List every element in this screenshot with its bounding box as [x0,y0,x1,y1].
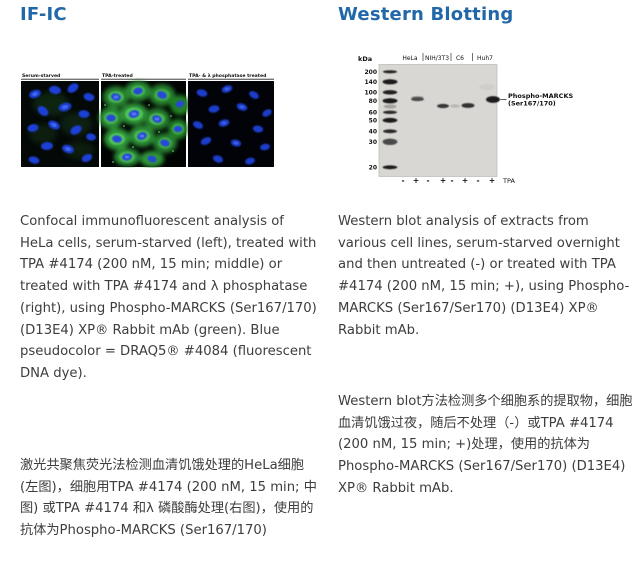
if-ic-figure[interactable]: Serum-starved TPA-treated TPA- & λ phosp… [21,72,274,172]
western-blot-image: kDa HeLa NIH/3T3 C6 Huh7 200 140 100 80 … [358,53,573,185]
band-label-line2: (Ser167/170) [508,100,556,108]
svg-text:+: + [489,176,495,185]
ladder-bands [382,70,398,170]
svg-text:80: 80 [369,98,377,105]
if-ic-caption-english: Confocal immunofluorescent analysis of H… [20,214,317,381]
cell-line-c6: C6 [456,55,464,62]
tpa-treatment-label: TPA [502,177,515,185]
cell-line-huh7: Huh7 [477,55,493,62]
svg-text:50: 50 [369,118,377,125]
panel-label-serum-starved: Serum-starved [22,73,60,79]
svg-text:200: 200 [364,69,377,76]
cell-line-hela: HeLa [402,55,418,62]
panel-label-tpa-treated: TPA-treated [102,73,133,79]
band-label-line1: Phospho-MARCKS [508,92,573,100]
svg-text:+: + [440,176,446,185]
svg-text:-: - [426,176,429,185]
svg-text:+: + [413,176,419,185]
if-ic-caption-chinese: 激光共聚焦荧光法检测血清饥饿处理的HeLa细胞 (左图)，细胞用TPA #417… [20,458,317,539]
svg-text:30: 30 [369,139,377,146]
svg-text:60: 60 [369,110,377,117]
section-title-western-blotting: Western Blotting [338,4,514,25]
svg-text:-: - [450,176,453,185]
panel-tpa-treated [99,81,190,167]
cell-line-nih3t3: NIH/3T3 [425,55,449,62]
ladder-labels: 200 140 100 80 60 50 40 30 20 [364,69,377,172]
sample-bands [411,84,500,109]
if-ic-image: Serum-starved TPA-treated TPA- & λ phosp… [21,73,274,167]
section-title-if-ic: IF-IC [20,4,67,25]
panel-label-tpa-phosphatase: TPA- & λ phosphatase treated [189,73,266,79]
svg-text:40: 40 [369,129,377,136]
wb-caption-chinese: Western blot方法检测多个细胞系的提取物，细胞血清饥饿过夜，随后不处理… [338,394,633,496]
panel-serum-starved [21,81,99,167]
svg-text:+: + [462,176,468,185]
blot-membrane [378,64,498,177]
wb-caption-english: Western blot analysis of extracts from v… [338,214,630,338]
western-blot-figure[interactable]: kDa HeLa NIH/3T3 C6 Huh7 200 140 100 80 … [352,50,641,194]
svg-text:20: 20 [369,165,377,172]
lane-markers: - + - + - + - + [401,176,495,185]
svg-text:-: - [476,176,479,185]
panel-tpa-phosphatase-treated [188,81,274,167]
svg-text:100: 100 [364,90,377,97]
svg-text:-: - [401,176,404,185]
svg-text:140: 140 [364,79,377,86]
kda-unit-label: kDa [358,55,372,63]
